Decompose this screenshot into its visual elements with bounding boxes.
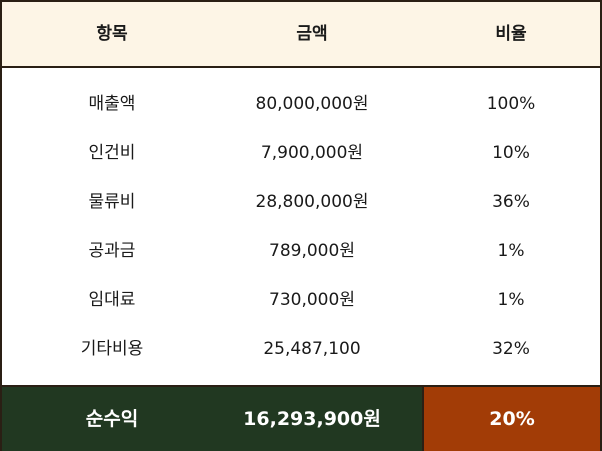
row-amount: 28,800,000원: [255, 192, 369, 212]
row-amount: 80,000,000원: [255, 94, 369, 114]
row-item: 기타비용: [80, 339, 144, 359]
table-row: 물류비 28,800,000원 36%: [2, 178, 600, 227]
table-row: 공과금 789,000원 1%: [2, 227, 600, 276]
row-ratio: 1%: [497, 290, 525, 310]
row-ratio: 1%: [497, 241, 525, 261]
row-amount: 25,487,100: [263, 339, 361, 359]
header-amount: 금액: [296, 24, 328, 44]
total-ratio: 20%: [489, 408, 535, 430]
table-header: 항목 금액 비율: [2, 2, 600, 68]
row-item: 임대료: [88, 290, 136, 310]
table-row: 매출액 80,000,000원 100%: [2, 80, 600, 129]
row-item: 인건비: [88, 143, 136, 163]
row-ratio: 10%: [492, 143, 530, 163]
row-ratio: 100%: [486, 94, 536, 114]
total-item: 순수익: [85, 408, 139, 430]
total-row: 순수익 16,293,900원 20%: [2, 385, 600, 451]
row-amount: 730,000원: [269, 290, 355, 310]
row-amount: 789,000원: [269, 241, 355, 261]
row-ratio: 32%: [492, 339, 530, 359]
total-amount: 16,293,900원: [243, 408, 381, 430]
header-item: 항목: [96, 24, 128, 44]
row-ratio: 36%: [492, 192, 530, 212]
header-ratio: 비율: [495, 24, 527, 44]
row-item: 매출액: [88, 94, 136, 114]
row-item: 물류비: [88, 192, 136, 212]
total-ratio-cell: 20%: [422, 387, 600, 451]
table-row: 인건비 7,900,000원 10%: [2, 129, 600, 178]
row-item: 공과금: [88, 241, 136, 261]
row-amount: 7,900,000원: [260, 143, 364, 163]
table-row: 임대료 730,000원 1%: [2, 276, 600, 325]
total-row-left: 순수익 16,293,900원: [2, 387, 422, 451]
table-row: 기타비용 25,487,100 32%: [2, 325, 600, 374]
